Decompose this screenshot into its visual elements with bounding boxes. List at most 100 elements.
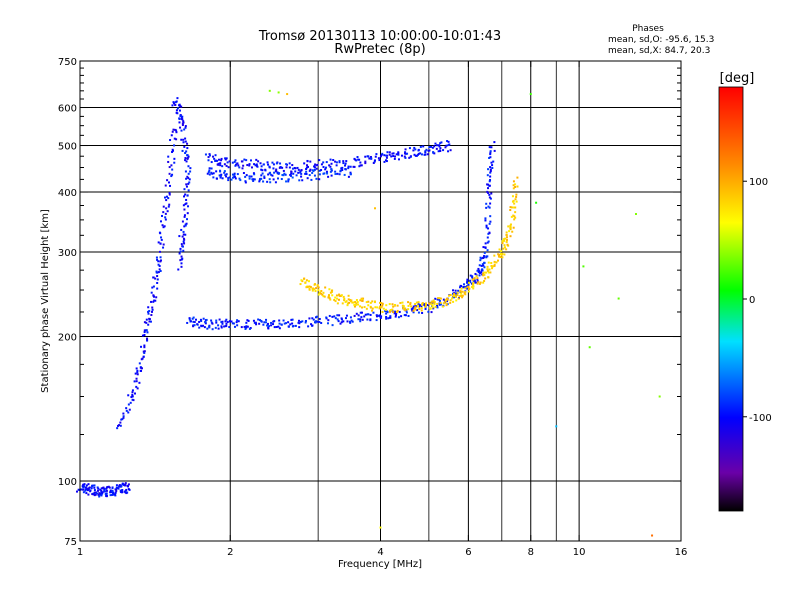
echo-point: [162, 226, 165, 229]
echo-point: [257, 318, 260, 321]
echo-point: [275, 168, 278, 171]
echo-point: [447, 140, 450, 143]
echo-point: [192, 325, 195, 328]
echo-point: [220, 173, 223, 176]
echo-point: [175, 131, 178, 134]
echo-point: [96, 489, 99, 492]
echo-point: [99, 488, 102, 491]
echo-point: [486, 183, 489, 186]
echo-point: [472, 285, 475, 288]
echo-point: [457, 297, 460, 300]
echo-point: [261, 172, 264, 175]
echo-point: [378, 314, 381, 317]
echo-point: [184, 140, 187, 143]
echo-point: [145, 318, 148, 321]
echo-point: [223, 163, 226, 166]
echo-point: [120, 490, 123, 493]
echo-point: [279, 162, 282, 165]
echo-point: [92, 492, 95, 495]
echo-point: [210, 167, 213, 170]
echo-point: [125, 407, 128, 410]
echo-point: [483, 251, 486, 254]
echo-point: [246, 325, 249, 328]
echo-point: [152, 285, 155, 288]
echo-point: [351, 320, 354, 323]
echo-point: [360, 164, 363, 167]
echo-point: [413, 146, 416, 149]
echo-point: [315, 164, 318, 167]
echo-point: [156, 287, 159, 290]
echo-point: [304, 319, 307, 322]
echo-point: [280, 323, 283, 326]
echo-point: [183, 195, 186, 198]
echo-point: [226, 321, 229, 324]
echo-point: [196, 323, 199, 326]
x-axis-label: Frequency [MHz]: [338, 559, 422, 570]
echo-point: [330, 174, 333, 177]
echo-point: [437, 297, 440, 300]
echo-point: [121, 489, 124, 492]
echo-point: [159, 242, 162, 245]
echo-point: [159, 260, 162, 263]
echo-point: [259, 162, 262, 165]
echo-point: [448, 294, 451, 297]
echo-point: [294, 167, 297, 170]
echo-point: [162, 246, 165, 249]
echo-point: [165, 199, 168, 202]
echo-point: [362, 297, 365, 300]
echo-point: [111, 487, 114, 490]
echo-point: [268, 178, 271, 181]
echo-point: [435, 147, 438, 150]
echo-point: [95, 492, 98, 495]
echo-point: [478, 274, 481, 277]
echo-point: [456, 291, 459, 294]
echo-point: [147, 306, 150, 309]
echo-point: [246, 319, 249, 322]
echo-point: [329, 170, 332, 173]
echo-point: [378, 159, 381, 162]
echo-point: [93, 484, 96, 487]
echo-point: [258, 178, 261, 181]
echo-point: [306, 159, 309, 162]
echo-point: [317, 286, 320, 289]
echo-point: [265, 318, 268, 321]
echo-point: [417, 152, 420, 155]
echo-point: [419, 152, 422, 155]
echo-point: [472, 278, 475, 281]
echo-point: [131, 395, 134, 398]
echo-point: [390, 309, 393, 312]
echo-point: [168, 166, 171, 169]
echo-point: [170, 134, 173, 137]
echo-point: [489, 171, 492, 174]
echo-point: [147, 323, 150, 326]
echo-point: [211, 328, 214, 331]
echo-point: [337, 298, 340, 301]
echo-point: [381, 302, 384, 305]
echo-point: [198, 320, 201, 323]
echo-point: [471, 283, 474, 286]
echo-point: [385, 310, 388, 313]
echo-point: [140, 345, 143, 348]
echo-point: [177, 268, 180, 271]
echo-point: [442, 149, 445, 152]
echo-point: [215, 159, 218, 162]
echo-point: [476, 278, 479, 281]
echo-point: [168, 191, 171, 194]
echo-point: [324, 286, 327, 289]
echo-point: [184, 170, 187, 173]
echo-point: [394, 303, 397, 306]
echo-point: [489, 150, 492, 153]
echo-point: [510, 215, 513, 218]
echo-point: [288, 162, 291, 165]
echo-point: [501, 242, 504, 245]
echo-point: [121, 418, 124, 421]
echo-point: [380, 306, 383, 309]
echo-point: [180, 138, 183, 141]
echo-point: [489, 168, 492, 171]
echo-point: [442, 305, 445, 308]
echo-point: [503, 239, 506, 242]
echo-point: [152, 276, 155, 279]
echo-point: [82, 486, 85, 489]
echo-point: [344, 162, 347, 165]
echo-point: [489, 170, 492, 173]
